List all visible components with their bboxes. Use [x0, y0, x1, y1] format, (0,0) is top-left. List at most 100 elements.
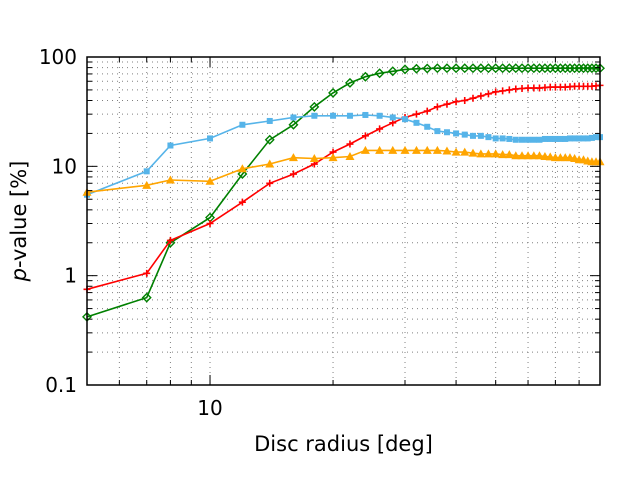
- data-point: [309, 153, 319, 162]
- data-point: [571, 135, 578, 142]
- data-point: [432, 63, 443, 74]
- data-point: [511, 151, 521, 160]
- data-point: [485, 134, 492, 141]
- data-point: [584, 135, 591, 142]
- data-point: [519, 136, 526, 143]
- data-point: [165, 175, 175, 184]
- data-point: [141, 292, 152, 303]
- series-2: [84, 111, 603, 198]
- data-point: [346, 140, 354, 148]
- data-point: [484, 90, 492, 98]
- data-point: [506, 135, 513, 142]
- y-tick-label: 10: [52, 154, 77, 178]
- data-point: [288, 119, 299, 130]
- data-point: [483, 149, 493, 158]
- data-point: [432, 145, 442, 154]
- x-axis-title: Disc radius [deg]: [254, 432, 433, 456]
- data-point: [443, 100, 451, 108]
- data-point: [412, 110, 420, 118]
- data-point: [434, 128, 441, 135]
- data-point: [591, 63, 602, 74]
- data-point: [424, 123, 431, 130]
- data-point: [389, 119, 397, 127]
- data-point: [309, 101, 320, 112]
- data-point: [491, 149, 501, 158]
- data-point: [207, 135, 214, 142]
- data-point: [374, 68, 385, 79]
- data-point: [389, 114, 396, 121]
- data-point: [442, 146, 452, 155]
- x-tick-label: 10: [197, 396, 222, 420]
- data-point: [460, 147, 470, 156]
- data-point: [344, 77, 355, 88]
- data-point: [461, 97, 469, 105]
- data-point: [492, 135, 499, 142]
- y-axis-title-rest: -value [%]: [7, 161, 31, 268]
- data-point: [206, 220, 214, 228]
- data-point: [387, 66, 398, 77]
- data-point: [441, 63, 452, 74]
- data-point: [536, 136, 543, 143]
- data-point: [402, 116, 409, 123]
- data-point: [505, 86, 513, 94]
- series-3: [82, 145, 605, 196]
- data-point: [547, 135, 554, 142]
- data-point: [483, 63, 494, 74]
- data-point: [376, 125, 384, 133]
- data-point: [492, 88, 500, 96]
- data-point: [562, 135, 569, 142]
- data-point: [451, 147, 461, 156]
- data-point: [433, 103, 441, 111]
- data-point: [566, 135, 573, 142]
- data-point: [459, 63, 470, 74]
- data-point: [453, 130, 460, 137]
- data-point: [346, 112, 353, 119]
- data-point: [534, 151, 544, 160]
- data-point: [238, 198, 246, 206]
- data-point: [288, 153, 298, 162]
- series-1: [83, 81, 604, 293]
- data-point: [165, 237, 176, 248]
- data-point: [142, 180, 152, 189]
- data-point: [498, 150, 508, 159]
- data-point: [490, 63, 501, 74]
- data-point: [477, 132, 484, 139]
- data-point: [237, 169, 248, 180]
- data-point: [477, 92, 485, 100]
- data-point: [504, 150, 514, 159]
- data-point: [469, 94, 477, 102]
- data-point: [422, 145, 432, 154]
- data-point: [552, 135, 559, 142]
- data-point: [264, 134, 275, 145]
- data-point: [475, 63, 486, 74]
- data-point: [578, 63, 589, 74]
- data-point: [328, 87, 339, 98]
- data-point: [266, 117, 273, 124]
- data-point: [499, 135, 506, 142]
- data-point: [376, 112, 383, 119]
- data-point: [360, 145, 370, 154]
- data-point: [518, 85, 526, 93]
- y-tick-label: 0.1: [45, 373, 77, 397]
- data-point: [588, 134, 595, 141]
- series-line: [86, 67, 600, 318]
- data-point: [593, 134, 600, 141]
- data-point: [451, 63, 462, 74]
- grid: [87, 56, 600, 386]
- data-point: [330, 112, 337, 119]
- data-point: [375, 145, 385, 154]
- y-axis-title: p-value [%]: [7, 161, 31, 283]
- data-point: [167, 142, 174, 149]
- data-point: [541, 135, 548, 142]
- data-point: [311, 112, 318, 119]
- data-point: [557, 135, 564, 142]
- data-point: [411, 145, 421, 154]
- ticks: 0.1 1 10 100 10: [39, 45, 600, 420]
- data-point: [497, 63, 508, 74]
- data-point: [512, 85, 520, 93]
- data-point: [362, 111, 369, 118]
- data-point: [388, 145, 398, 154]
- data-point: [499, 87, 507, 95]
- data-point: [166, 236, 174, 244]
- data-point: [582, 63, 593, 74]
